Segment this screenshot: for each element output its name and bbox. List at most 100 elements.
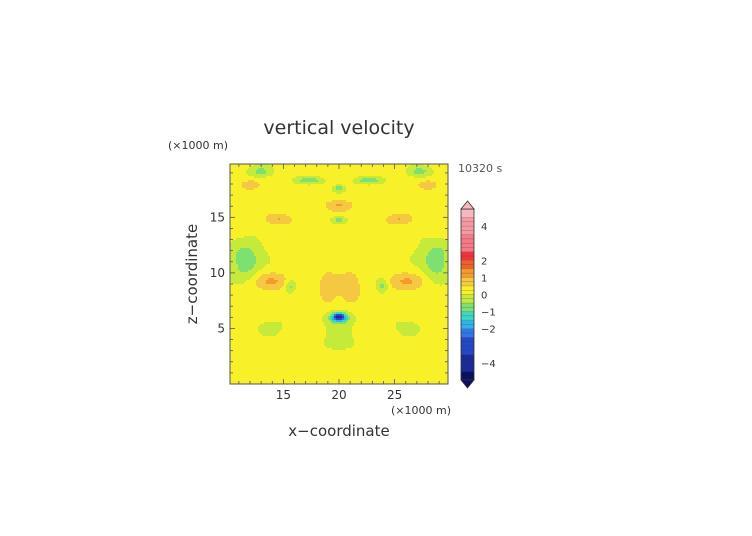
field-cell [418,180,421,183]
field-cell [312,170,315,173]
field-cell [254,242,257,245]
field-cell [412,230,415,233]
field-cell [254,212,257,215]
field-cell [300,164,303,167]
field-cell [350,230,353,233]
field-cell [312,228,315,231]
field-cell [384,172,387,175]
field-cell [264,200,267,203]
field-cell [362,178,365,181]
field-cell [432,176,435,179]
field-cell [276,188,279,191]
field-cell [308,202,311,205]
field-cell [348,192,351,195]
field-cell [358,220,361,223]
field-cell [372,174,375,177]
field-cell [304,238,307,241]
field-cell [306,204,309,207]
field-cell [244,216,247,219]
field-cell [262,186,265,189]
field-cell [396,170,399,173]
field-cell [294,220,297,223]
field-cell [440,190,443,193]
field-cell [252,214,255,217]
field-cell [262,184,265,187]
field-cell [254,184,257,187]
field-cell [312,188,315,191]
field-cell [352,192,355,195]
field-cell [426,192,429,195]
field-cell [336,178,339,181]
field-cell [432,248,435,251]
field-cell [368,164,371,167]
field-cell [302,228,305,231]
field-cell [292,164,295,167]
field-cell [406,164,409,167]
field-cell [374,220,377,223]
field-cell [282,188,285,191]
field-cell [240,180,243,183]
field-cell [232,172,235,175]
field-cell [274,182,277,185]
field-cell [282,194,285,197]
field-cell [326,178,329,181]
field-cell [406,200,409,203]
field-cell [316,252,319,255]
field-cell [338,202,341,205]
field-cell [342,204,345,207]
field-cell [298,216,301,219]
field-cell [388,210,391,213]
field-cell [232,242,235,245]
field-cell [354,180,357,183]
field-cell [338,190,341,193]
field-cell [336,236,339,239]
field-cell [302,216,305,219]
field-cell [294,242,297,245]
field-cell [410,196,413,199]
field-cell [320,168,323,171]
field-cell [288,230,291,233]
field-cell [344,192,347,195]
field-cell [316,184,319,187]
field-cell [342,248,345,251]
field-cell [276,216,279,219]
field-cell [230,184,233,187]
field-cell [242,180,245,183]
field-cell [338,206,341,209]
field-cell [344,246,347,249]
field-cell [444,224,447,227]
field-cell [310,206,313,209]
field-cell [434,176,437,179]
field-cell [346,196,349,199]
field-cell [300,208,303,211]
field-cell [360,194,363,197]
field-cell [392,218,395,221]
field-cell [300,226,303,229]
field-cell [280,246,283,249]
field-cell [262,188,265,191]
field-cell [244,174,247,177]
field-cell [260,176,263,179]
field-cell [250,200,253,203]
field-cell [296,168,299,171]
field-cell [266,164,269,167]
field-cell [346,168,349,171]
field-cell [324,222,327,225]
field-cell [340,234,343,237]
field-cell [396,174,399,177]
field-cell [268,184,271,187]
field-cell [312,178,315,181]
field-cell [342,240,345,243]
field-cell [258,210,261,213]
field-cell [394,210,397,213]
field-cell [326,226,329,229]
field-cell [338,220,341,223]
field-cell [438,178,441,181]
field-cell [392,240,395,243]
field-cell [344,212,347,215]
field-cell [328,252,331,255]
field-cell [378,222,381,225]
field-cell [330,210,333,213]
field-cell [428,244,431,247]
field-cell [338,192,341,195]
